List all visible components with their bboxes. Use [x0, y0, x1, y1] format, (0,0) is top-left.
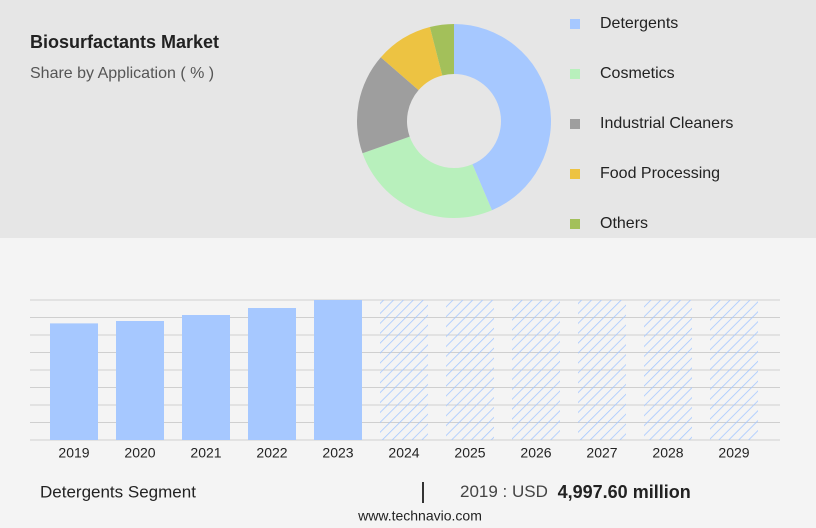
x-tick-label: 2020	[124, 445, 155, 461]
forecast-bar	[512, 300, 560, 440]
x-tick-label: 2029	[718, 445, 749, 461]
legend-swatch	[570, 119, 580, 129]
legend-swatch	[570, 169, 580, 179]
bar	[182, 315, 230, 440]
x-tick-label: 2019	[58, 445, 89, 461]
pie-slice	[362, 136, 492, 218]
legend-label: Others	[600, 215, 648, 232]
bar	[50, 323, 98, 440]
bar	[248, 308, 296, 440]
forecast-bar	[446, 300, 494, 440]
forecast-bar	[710, 300, 758, 440]
legend-swatch	[570, 69, 580, 79]
pie-slice	[357, 57, 419, 154]
x-tick-label: 2023	[322, 445, 353, 461]
x-tick-label: 2021	[190, 445, 221, 461]
x-tick-label: 2027	[586, 445, 617, 461]
legend-label: Food Processing	[600, 165, 720, 182]
forecast-bar	[644, 300, 692, 440]
x-tick-label: 2026	[520, 445, 551, 461]
legend-label: Detergents	[600, 15, 678, 32]
legend-swatch	[570, 219, 580, 229]
segment-value: 2019 : USD 4,997.60 million	[460, 482, 691, 502]
pie-slice	[380, 27, 443, 91]
forecast-bar	[380, 300, 428, 440]
pie-slice	[429, 24, 454, 76]
legend-swatch	[570, 19, 580, 29]
chart-subtitle: Share by Application ( % )	[30, 65, 214, 82]
website: www.technavio.com	[357, 508, 482, 524]
x-tick-label: 2022	[256, 445, 287, 461]
legend-label: Cosmetics	[600, 65, 675, 82]
value-label: 4,997.60 million	[558, 482, 691, 502]
x-tick-label: 2024	[388, 445, 419, 461]
bar	[116, 321, 164, 440]
forecast-bar	[578, 300, 626, 440]
legend-label: Industrial Cleaners	[600, 115, 733, 132]
chart-title: Biosurfactants Market	[30, 32, 219, 52]
x-tick-label: 2025	[454, 445, 485, 461]
x-tick-label: 2028	[652, 445, 683, 461]
pie-slice	[454, 24, 551, 211]
year-label: 2019 : USD	[460, 482, 548, 501]
bar	[314, 300, 362, 440]
segment-label: Detergents Segment	[40, 482, 196, 501]
